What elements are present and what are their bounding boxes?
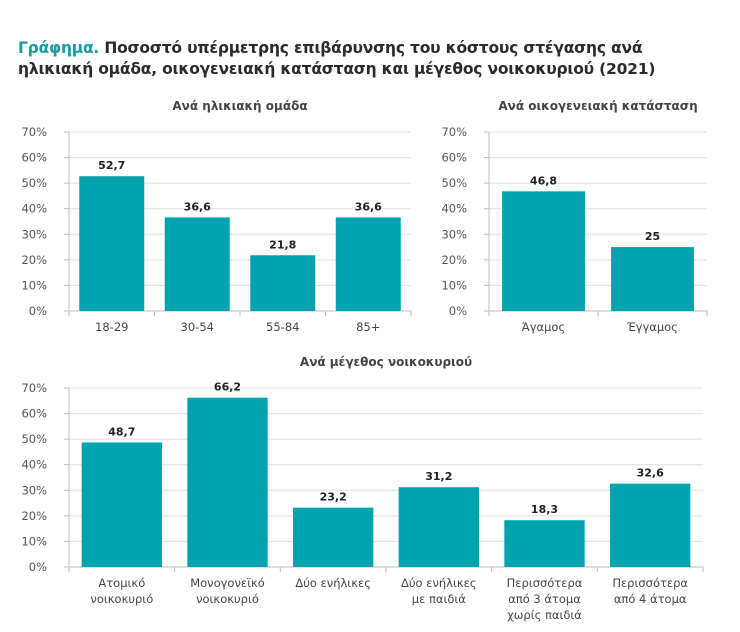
- y-tick-label: 0%: [29, 560, 47, 574]
- x-tick-label: Έγγαμος: [626, 320, 678, 334]
- y-tick-label: 60%: [21, 407, 47, 421]
- y-tick-label: 60%: [441, 151, 467, 165]
- y-tick-label: 30%: [21, 227, 47, 241]
- data-label: 52,7: [98, 159, 125, 172]
- x-tick-label-line: 30-54: [181, 320, 214, 334]
- y-tick-label: 20%: [21, 253, 47, 267]
- y-tick-label: 20%: [21, 509, 47, 523]
- y-tick-label: 0%: [29, 304, 47, 318]
- x-tick-label-line: χωρίς παιδιά: [507, 608, 582, 622]
- x-tick-label-line: νοικοκυριό: [196, 592, 259, 606]
- chart-title: Ανά μέγεθος νοικοκυριού: [300, 355, 472, 369]
- y-tick-label: 10%: [441, 278, 467, 292]
- chart-age: Ανά ηλικιακή ομάδα 0% 10% 20% 30% 40% 50% 60% 70…: [21, 99, 412, 334]
- y-tick-label: 10%: [21, 534, 47, 548]
- chart-title: Ανά οικογενειακή κατάσταση: [498, 99, 697, 113]
- x-tick-label: Περισσότερα από 4 άτομα: [612, 576, 688, 606]
- figure-title: Γράφημα. Ποσοστό υπέρμετρης επιβάρυνσης …: [18, 38, 718, 80]
- y-tick-label: 70%: [21, 381, 47, 395]
- x-tick-label-line: Μονογονεϊκό: [190, 576, 265, 590]
- x-tick-label-line: 18-29: [95, 320, 128, 334]
- x-tick-label-line: από 4 άτομα: [614, 592, 687, 606]
- x-tick-label-line: Περισσότερα: [612, 576, 688, 590]
- y-tick-label: 30%: [21, 483, 47, 497]
- bar: [398, 487, 479, 567]
- x-tick-label-line: Περισσότερα: [507, 576, 583, 590]
- data-label: 66,2: [214, 381, 241, 394]
- y-tick-label: 60%: [21, 151, 47, 165]
- x-tick-label-line: 85+: [356, 320, 380, 334]
- x-tick-label-line: 55-84: [266, 320, 299, 334]
- x-tick-label: 30-54: [181, 320, 214, 334]
- data-label: 23,2: [320, 491, 347, 504]
- data-label: 31,2: [425, 470, 452, 483]
- data-label: 25: [645, 230, 660, 243]
- x-tick-label-line: Δύο ενήλικες: [401, 576, 477, 590]
- x-tick-label: Άγαμος: [522, 320, 565, 334]
- data-label: 18,3: [531, 503, 558, 516]
- x-tick-label-line: Άγαμος: [522, 320, 565, 334]
- y-tick-label: 50%: [21, 432, 47, 446]
- x-tick-label: 55-84: [266, 320, 299, 334]
- bar: [504, 520, 585, 567]
- bar: [164, 217, 230, 311]
- y-tick-label: 40%: [21, 458, 47, 472]
- bar: [335, 217, 401, 311]
- x-tick-label: 18-29: [95, 320, 128, 334]
- y-tick-label: 70%: [441, 125, 467, 139]
- bar: [611, 247, 694, 311]
- data-label: 46,8: [530, 174, 557, 187]
- y-tick-label: 70%: [21, 125, 47, 139]
- data-label: 21,8: [269, 238, 296, 251]
- y-tick-label: 30%: [441, 227, 467, 241]
- data-label: 36,6: [184, 200, 211, 213]
- y-tick-label: 50%: [21, 176, 47, 190]
- bar: [293, 507, 374, 567]
- y-tick-label: 0%: [449, 304, 467, 318]
- chart-title: Ανά ηλικιακή ομάδα: [172, 99, 307, 113]
- x-tick-label-line: με παιδιά: [412, 592, 467, 606]
- x-tick-label: Δύο ενήλικες με παιδιά: [401, 576, 477, 606]
- y-tick-label: 40%: [21, 202, 47, 216]
- data-label: 36,6: [355, 200, 382, 213]
- x-tick-label: 85+: [356, 320, 380, 334]
- x-tick-label: Περισσότερα από 3 άτομα χωρίς παιδιά: [507, 576, 583, 622]
- y-tick-label: 40%: [441, 202, 467, 216]
- x-tick-label: Δύο ενήλικες: [295, 576, 371, 590]
- x-tick-label: Ατομικό νοικοκυριό: [90, 576, 153, 606]
- chart-household: Ανά μέγεθος νοικοκυριού 0% 10% 20% 30% 40% 50%…: [21, 355, 704, 622]
- figure-title-prefix: Γράφημα.: [18, 39, 100, 57]
- y-tick-label: 10%: [21, 278, 47, 292]
- bar: [81, 442, 162, 567]
- x-tick-label: Μονογονεϊκό νοικοκυριό: [190, 576, 265, 606]
- bar: [250, 255, 316, 311]
- chart-marital: Ανά οικογενειακή κατάσταση 0% 10% 20% 30% 40%…: [441, 99, 708, 334]
- data-label: 48,7: [108, 425, 135, 438]
- figure-title-text: Ποσοστό υπέρμετρης επιβάρυνσης του κόστο…: [18, 39, 656, 78]
- x-tick-label-line: από 3 άτομα: [508, 592, 581, 606]
- x-tick-label-line: Έγγαμος: [626, 320, 678, 334]
- x-tick-label-line: νοικοκυριό: [90, 592, 153, 606]
- bar: [187, 397, 268, 567]
- bar: [502, 191, 585, 311]
- y-tick-label: 20%: [441, 253, 467, 267]
- data-label: 32,6: [637, 467, 664, 480]
- y-tick-label: 50%: [441, 176, 467, 190]
- bar: [79, 176, 145, 311]
- x-tick-label-line: Δύο ενήλικες: [295, 576, 371, 590]
- bar: [610, 483, 691, 567]
- x-tick-label-line: Ατομικό: [98, 576, 145, 590]
